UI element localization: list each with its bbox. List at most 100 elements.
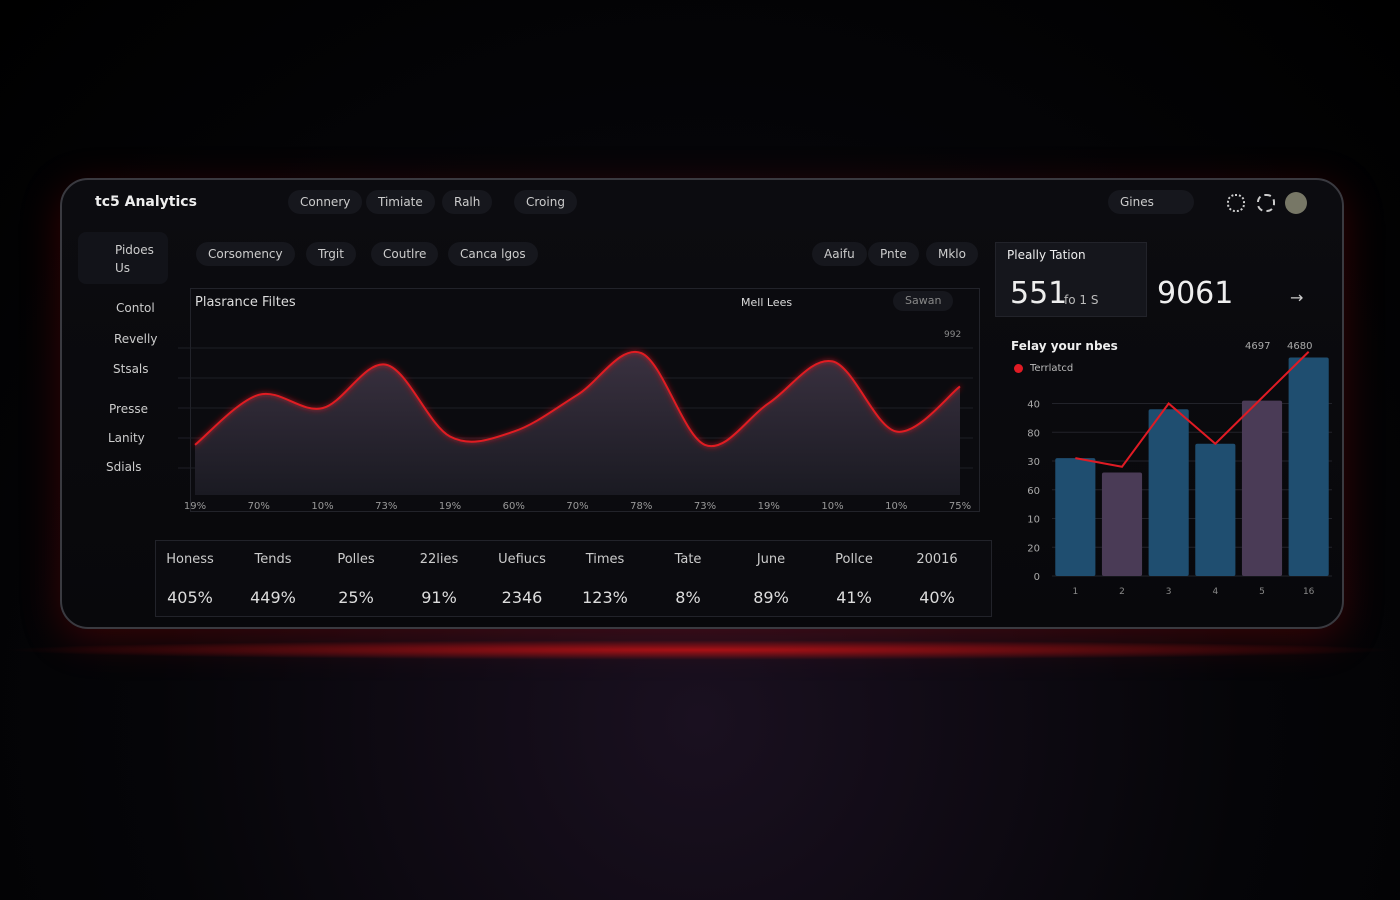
table-cell: 449% [250,588,296,607]
area-fill [195,351,960,495]
avatar[interactable] [1285,192,1307,214]
table-header: Uefiucs [498,552,546,567]
bar [1195,443,1236,576]
line [1075,351,1310,468]
kpi-unit: fo 1 S [1064,293,1099,307]
kpi-value: 551 [1010,276,1068,311]
sidebar-item[interactable]: Revelly [114,332,158,346]
y-tick-label: 10 [1027,515,1040,526]
x-tick-label: 73% [375,501,397,512]
y-tick-label: 0 [1034,572,1040,583]
y-tick-label: 40 [1027,400,1040,411]
nav-item[interactable]: Timiate [366,190,435,214]
x-tick-label: 10% [885,501,907,512]
table-cell: 41% [836,588,872,607]
area-chart: 19% 70% 10% 73% 19% 60% 70% 78% 73% 19% 10% 10% 75% [178,347,973,512]
tab[interactable]: Pnte [868,242,919,266]
sidebar-item[interactable]: Stsals [113,362,149,376]
filter-select[interactable]: Mell Lees [741,296,793,309]
search[interactable]: Gines [1108,190,1194,214]
x-tick-label: 73% [694,501,716,512]
legend-label: Terrlatcd [1030,363,1074,374]
table-header: June [756,552,786,567]
x-tick-label: 60% [503,501,525,512]
bar [1241,400,1283,576]
y-tick-label: 80 [1027,428,1040,439]
y-tick-label: 60 [1027,486,1040,497]
nav-item[interactable]: Ralh [442,190,493,214]
table-header: Tate [674,552,702,567]
table-panel [155,540,992,617]
x-tick-label: 70% [566,501,588,512]
area-title: Plasrance Filtes [195,295,296,310]
x-tick-label: 70% [248,501,270,512]
x-tick-label: 16 [1303,587,1315,597]
tab[interactable]: Canca lgos [448,242,538,266]
bar-annotation: 4697 [1245,341,1271,352]
area-annotation: 992 [944,330,962,340]
x-tick-label: 78% [630,501,652,512]
bar [1055,458,1096,576]
arrow-icon[interactable]: → [1290,288,1304,307]
sidebar-item[interactable]: Lanity [108,431,145,445]
table-header: Times [585,552,625,567]
sidebar-item[interactable]: Sdials [106,460,142,474]
y-tick-label: 30 [1027,457,1040,468]
table-cell: 89% [753,588,789,607]
table-header: Polles [337,552,375,567]
bar [1101,472,1143,576]
x-tick-label: 19% [184,501,206,512]
table-cell: 405% [167,588,213,607]
sidebar-active [78,232,168,284]
sidebar-item[interactable]: Pidoes [115,243,154,257]
x-tick-label: 3 [1166,587,1172,597]
table-cell: 123% [582,588,628,607]
tab[interactable]: Mklo [926,242,978,266]
sidebar-item[interactable]: Presse [109,402,148,416]
settings-icon[interactable] [1227,194,1245,212]
nav-item[interactable]: Connery [288,190,363,214]
table-cell: 2346 [501,588,543,607]
x-tick-label: 10% [311,501,333,512]
brand: tc5 Analytics [95,194,197,210]
sidebar-item[interactable]: Contol [116,301,155,315]
bar-chart: 0 20 10 60 30 80 40 1 2 3 4 5 16 [1027,351,1332,597]
area-line [194,350,961,448]
bar-annotation: 4680 [1287,341,1313,352]
x-tick-label: 2 [1119,587,1125,597]
legend-swatch [1014,364,1023,373]
table-cell: 25% [338,588,374,607]
x-tick-label: 19% [439,501,461,512]
table-header: Tends [254,552,292,567]
gear-icon[interactable] [1257,194,1275,212]
table-cell: 91% [421,588,457,607]
glow [0,640,1400,660]
x-tick-label: 1 [1072,587,1078,597]
kpi-value2: 9061 [1157,276,1234,311]
tab[interactable]: Coutlre [371,242,439,266]
table-cell: 8% [675,588,701,607]
table-cell: 40% [919,588,955,607]
table-header: 20016 [916,552,958,567]
x-tick-label: 10% [821,501,843,512]
x-tick-label: 5 [1259,587,1265,597]
nav-item[interactable]: Croing [514,190,577,214]
x-tick-label: 75% [949,501,971,512]
table-header: Honess [166,552,214,567]
tab[interactable]: Corsomency [196,242,295,266]
tab[interactable]: Aaifu [812,242,867,266]
filter-search[interactable]: Sawan [893,291,954,311]
bar-title: Felay your nbes [1011,339,1118,353]
kpi-card [995,242,1147,317]
bar [1148,409,1189,576]
x-tick-label: 19% [758,501,780,512]
table-header: 22lies [419,552,459,567]
sidebar-item[interactable]: Us [115,261,131,275]
bar [1288,357,1329,576]
x-tick-label: 4 [1212,587,1218,597]
table-header: Pollce [835,552,873,567]
kpi-title: Pleally Tation [1007,248,1086,262]
y-tick-label: 20 [1027,543,1040,554]
tab[interactable]: Trgit [306,242,356,266]
